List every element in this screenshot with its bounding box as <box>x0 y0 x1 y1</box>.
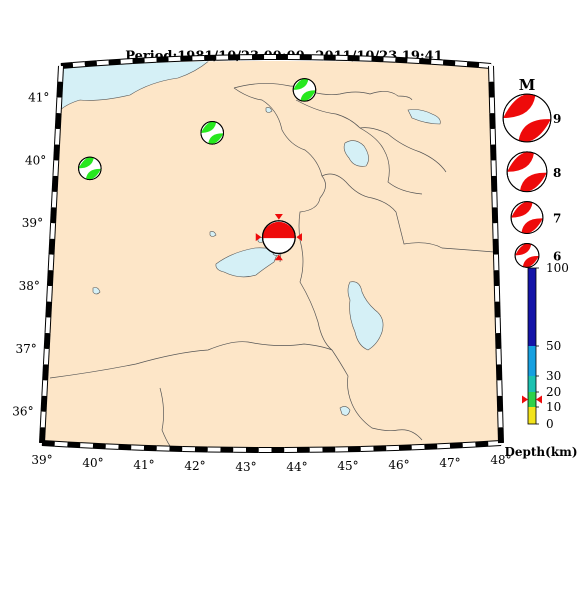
earthquake-main <box>255 214 302 261</box>
longitude-tick-label: 39° <box>31 453 52 467</box>
magnitude-legend-label: 7 <box>553 212 561 226</box>
magnitude-legend-label: 9 <box>553 112 561 126</box>
pressure-axis-marker <box>296 233 302 242</box>
depth-marker-left <box>522 395 528 404</box>
longitude-tick-label: 44° <box>286 460 307 474</box>
magnitude-legend-ball <box>514 242 540 268</box>
depth-marker-right <box>536 395 542 404</box>
magnitude-legend-ball <box>510 201 544 234</box>
longitude-tick-label: 41° <box>133 458 154 472</box>
magnitude-legend-title: M <box>519 76 536 94</box>
lake-van <box>215 247 279 278</box>
depth-colorbar-segment <box>528 376 536 392</box>
depth-colorbar-tick-label: 30 <box>546 369 561 383</box>
depth-colorbar-title: Depth(km) <box>504 445 577 459</box>
longitude-tick-label: 45° <box>337 459 358 473</box>
depth-colorbar-tick-label: 0 <box>546 417 554 431</box>
black-sea <box>54 61 211 113</box>
pressure-axis-marker <box>274 214 283 220</box>
latitude-labels: 36° 37° 38° 39° 40° 41° <box>12 90 49 418</box>
latitude-tick-label: 37° <box>15 342 36 356</box>
longitude-tick-label: 47° <box>439 456 460 470</box>
earthquake-main-focal-mechanism <box>255 214 302 261</box>
depth-colorbar-tick-label: 100 <box>546 261 569 275</box>
longitude-tick-label: 40° <box>82 456 103 470</box>
latitude-tick-label: 36° <box>12 405 33 419</box>
depth-colorbar-segment <box>528 268 536 346</box>
map-frame-ticks <box>39 54 504 453</box>
latitude-tick-label: 40° <box>25 153 46 167</box>
latitude-tick-label: 38° <box>19 279 40 293</box>
latitude-tick-label: 41° <box>28 90 49 104</box>
magnitude-legend-label: 6 <box>553 249 561 263</box>
longitude-labels: 39° 40° 41° 42° 43° 44° 45° 46° 47° 48° <box>31 453 511 474</box>
small-lake <box>265 107 273 113</box>
pressure-axis-marker <box>274 254 283 261</box>
longitude-tick-label: 43° <box>235 460 256 474</box>
magnitude-legend-label: 8 <box>553 166 561 180</box>
longitude-tick-label: 46° <box>388 458 409 472</box>
magnitude-legend-ball <box>502 93 552 143</box>
depth-colorbar-tick-label: 20 <box>546 385 561 399</box>
magnitude-legend: 9 8 7 6 <box>502 93 561 268</box>
depth-colorbar-tick-label: 50 <box>546 339 561 353</box>
latitude-tick-label: 39° <box>22 216 43 230</box>
small-lake <box>339 406 351 416</box>
earthquake-focal-mechanisms <box>78 78 317 181</box>
event-nw <box>78 156 102 181</box>
depth-colorbar-segment <box>528 346 536 376</box>
event-center-north <box>200 121 225 145</box>
depth-colorbar-segment <box>528 392 536 407</box>
longitude-tick-label: 48° <box>490 453 511 467</box>
event-northeast <box>292 78 317 102</box>
lake-urmia <box>347 281 384 351</box>
small-lake <box>407 109 441 125</box>
magnitude-legend-ball <box>506 151 548 193</box>
longitude-tick-label: 42° <box>184 459 205 473</box>
depth-colorbar-tick-label: 10 <box>546 400 561 414</box>
small-lake <box>92 287 101 295</box>
small-lake <box>209 231 217 237</box>
pressure-axis-marker <box>255 233 262 242</box>
lake-sevan <box>343 140 369 167</box>
depth-colorbar-segment <box>528 407 536 424</box>
